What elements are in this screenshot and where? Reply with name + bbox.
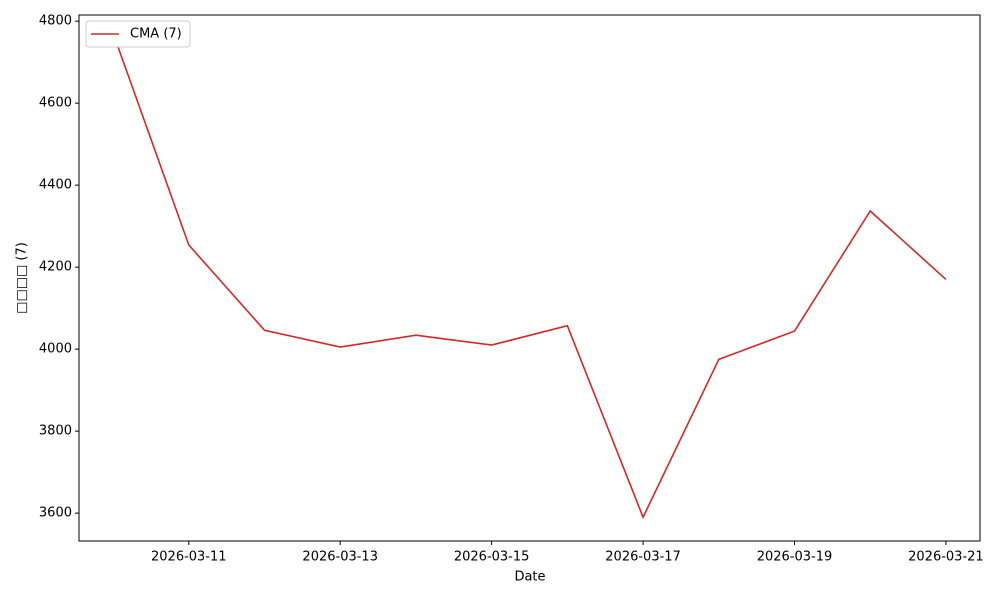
- x-tick-label: 2026-03-17: [605, 550, 681, 565]
- data-line: [112, 32, 947, 520]
- x-tick-label: 2026-03-13: [302, 550, 378, 565]
- x-tick-label: 2026-03-15: [454, 550, 530, 565]
- axes-frame: [78, 14, 981, 542]
- y-tick-label: 4600: [39, 96, 72, 111]
- x-axis-label: Date: [514, 570, 545, 585]
- x-tick-label: 2026-03-19: [757, 550, 833, 565]
- y-tick-label: 3600: [39, 506, 72, 521]
- y-tick-label: 4000: [39, 342, 72, 357]
- y-tick-label: 4800: [39, 14, 72, 29]
- y-tick-label: 3800: [39, 424, 72, 439]
- x-tick-label: 2026-03-11: [151, 550, 227, 565]
- y-tick-label: 4400: [39, 178, 72, 193]
- legend-label: CMA (7): [130, 27, 182, 42]
- x-tick-label: 2026-03-21: [908, 550, 984, 565]
- y-axis-label: □□□□ (7): [15, 242, 30, 314]
- y-tick-label: 4200: [39, 260, 72, 275]
- legend-box: [85, 20, 191, 48]
